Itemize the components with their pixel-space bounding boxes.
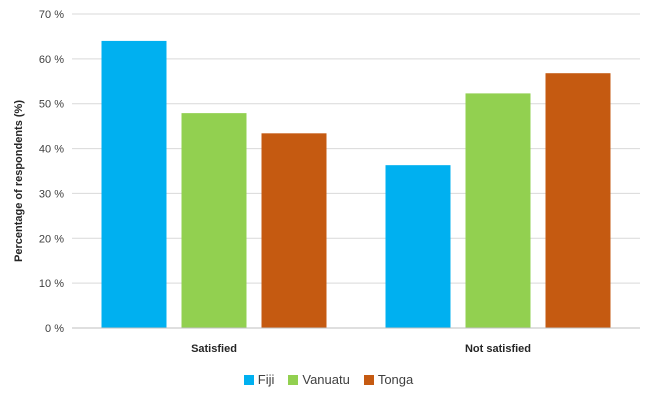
bar-fiji-satisfied [101, 40, 167, 329]
bar-vanuatu-not-satisfied [465, 93, 531, 328]
gridlines [72, 13, 640, 284]
y-tick-label: 60 % [39, 54, 64, 66]
x-axis-categories: Satisfied Not satisfied [191, 343, 531, 355]
legend-label: Fiji [257, 372, 275, 387]
legend-swatch [363, 374, 374, 385]
y-tick-label: 20 % [39, 233, 64, 245]
y-tick-label: 0 % [45, 323, 64, 335]
legend-item: Tonga [363, 372, 414, 387]
legend-label: Vanuatu [302, 372, 350, 387]
y-tick-label: 30 % [39, 188, 64, 200]
bar-vanuatu-satisfied [181, 113, 247, 329]
legend-swatch [288, 374, 299, 385]
legend-label: Tonga [377, 372, 414, 387]
bar-tonga-satisfied [261, 133, 327, 328]
y-tick-label: 40 % [39, 144, 64, 156]
y-axis-ticks: 0 % 10 % 20 % 30 % 40 % 50 % 60 % 70 % [39, 9, 64, 335]
x-category-label: Not satisfied [465, 343, 531, 355]
legend-item: Fiji [243, 372, 275, 387]
legend: Fiji Vanuatu Tonga [0, 372, 657, 387]
x-category-label: Satisfied [191, 343, 237, 355]
y-tick-label: 70 % [39, 9, 64, 21]
legend-item: Vanuatu [288, 372, 350, 387]
bar-fiji-not-satisfied [385, 165, 451, 328]
y-tick-label: 10 % [39, 278, 64, 290]
legend-swatch [243, 374, 254, 385]
bars [101, 40, 611, 329]
y-tick-label: 50 % [39, 99, 64, 111]
y-axis-label: Percentage of respondents (%) [13, 100, 25, 262]
bar-tonga-not-satisfied [545, 73, 611, 328]
